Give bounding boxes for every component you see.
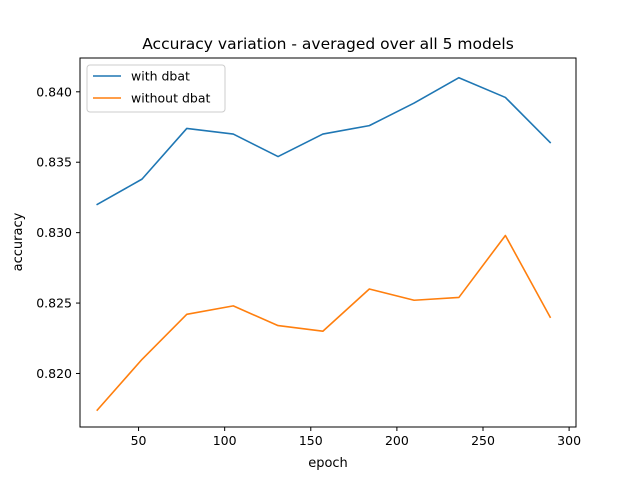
- x-tick-label: 50: [131, 433, 147, 448]
- y-tick-label: 0.840: [36, 84, 72, 99]
- y-tick-label: 0.835: [36, 155, 72, 170]
- y-tick-label: 0.820: [36, 366, 72, 381]
- series-lines: [96, 76, 552, 412]
- series-line-1: [96, 76, 552, 206]
- x-axis-ticks: 50 100 150 200 250 300: [131, 427, 581, 448]
- series-2: [96, 234, 552, 412]
- legend-label: with dbat: [131, 69, 190, 84]
- legend-box: [86, 64, 226, 113]
- y-axis-ticks: 0.820 0.825 0.830 0.835 0.840: [36, 84, 80, 381]
- y-tick-label: 0.830: [36, 225, 72, 240]
- y-tick-label: 0.825: [36, 296, 72, 311]
- series-line-2: [96, 234, 552, 412]
- legend-label: without dbat: [131, 91, 210, 106]
- legend-items: with dbat without dbat: [93, 69, 210, 106]
- y-axis-label: accuracy: [11, 212, 26, 271]
- x-tick-label: 300: [557, 433, 581, 448]
- x-axis-label: epoch: [308, 456, 348, 471]
- plot-area: [79, 57, 577, 428]
- plot-frame: [79, 57, 577, 428]
- legend: with dbat without dbat: [86, 64, 226, 113]
- series-1: [96, 76, 552, 206]
- chart-title: Accuracy variation - averaged over all 5…: [142, 35, 514, 53]
- x-tick-label: 150: [299, 433, 323, 448]
- x-tick-label: 250: [471, 433, 495, 448]
- x-tick-label: 100: [213, 433, 237, 448]
- x-tick-label: 200: [385, 433, 409, 448]
